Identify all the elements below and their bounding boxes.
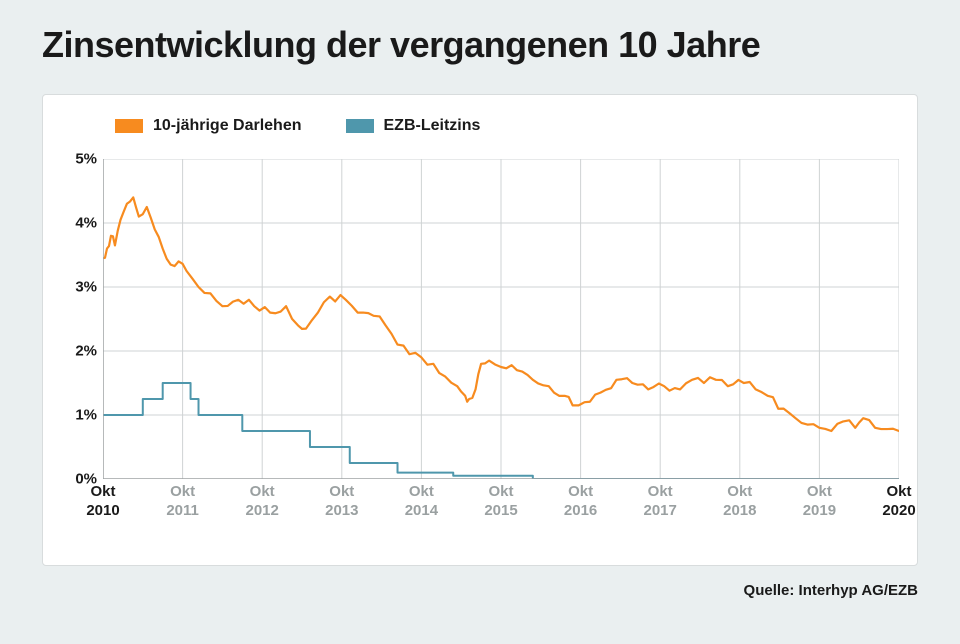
x-tick-label: Okt2017 — [644, 483, 677, 521]
x-tick-label: Okt2012 — [246, 483, 279, 521]
y-tick-label: 3% — [75, 279, 97, 296]
plot-area — [103, 159, 899, 479]
y-axis-labels: 0%1%2%3%4%5% — [61, 159, 101, 479]
legend-item: EZB-Leitzins — [346, 117, 481, 135]
x-axis-labels: Okt2010Okt2011Okt2012Okt2013Okt2014Okt20… — [103, 483, 899, 543]
x-tick-label: Okt2015 — [484, 483, 517, 521]
x-tick-label: Okt2014 — [405, 483, 438, 521]
legend-item: 10-jährige Darlehen — [115, 117, 302, 135]
legend: 10-jährige Darlehen EZB-Leitzins — [115, 117, 480, 135]
x-tick-label: Okt2018 — [723, 483, 756, 521]
y-tick-label: 2% — [75, 343, 97, 360]
x-tick-label: Okt2011 — [166, 483, 199, 521]
chart-svg — [103, 159, 899, 479]
legend-swatch-1 — [346, 119, 374, 133]
x-tick-label: Okt2020 — [882, 483, 915, 521]
x-tick-label: Okt2019 — [803, 483, 836, 521]
x-tick-label: Okt2010 — [86, 483, 119, 521]
source-attribution: Quelle: Interhyp AG/EZB — [744, 582, 918, 599]
x-tick-label: Okt2013 — [325, 483, 358, 521]
legend-label: EZB-Leitzins — [384, 117, 481, 135]
legend-swatch-0 — [115, 119, 143, 133]
chart-card: 10-jährige Darlehen EZB-Leitzins 0%1%2%3… — [42, 94, 918, 566]
y-tick-label: 1% — [75, 407, 97, 424]
chart-title: Zinsentwicklung der vergangenen 10 Jahre — [42, 24, 760, 66]
legend-label: 10-jährige Darlehen — [153, 117, 302, 135]
y-tick-label: 4% — [75, 215, 97, 232]
x-tick-label: Okt2016 — [564, 483, 597, 521]
grid — [103, 159, 899, 479]
y-tick-label: 5% — [75, 151, 97, 168]
